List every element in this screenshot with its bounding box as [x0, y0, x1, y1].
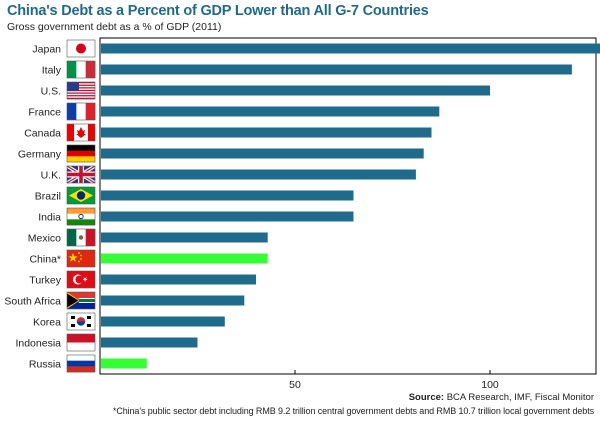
- bar-japan: [101, 43, 600, 54]
- category-label: China*: [29, 253, 61, 265]
- source-label: Source:: [408, 392, 445, 403]
- x-axis-ticks: 50100150200: [289, 370, 499, 391]
- x-tick-label: 100: [481, 379, 499, 391]
- bar-turkey: [101, 274, 256, 285]
- bar-russia: [101, 358, 147, 369]
- category-label: France: [28, 106, 61, 118]
- russia-flag-icon: [66, 354, 96, 373]
- footnote: *China's public sector debt including RM…: [112, 406, 594, 416]
- bar-germany: [101, 148, 424, 159]
- category-label: India: [38, 211, 61, 223]
- flags-group: [66, 39, 96, 373]
- indonesia-flag-icon: [66, 333, 96, 352]
- category-label: Russia: [29, 358, 61, 370]
- korea-flag-icon: [66, 312, 96, 331]
- mexico-flag-icon: [66, 228, 96, 247]
- category-label: Korea: [33, 316, 61, 328]
- category-label: Canada: [24, 127, 61, 139]
- south-africa-flag-icon: [66, 291, 96, 310]
- canada-flag-icon: [66, 123, 96, 142]
- bar-canada: [101, 127, 432, 138]
- france-flag-icon: [66, 102, 96, 121]
- category-label: Turkey: [29, 274, 61, 286]
- japan-flag-icon: [66, 39, 96, 58]
- category-label: U.K.: [41, 169, 61, 181]
- category-label: Germany: [18, 148, 62, 160]
- india-flag-icon: [66, 207, 96, 226]
- x-tick-label: 50: [289, 379, 301, 391]
- category-label: Japan: [32, 43, 61, 55]
- bar-indonesia: [101, 337, 198, 348]
- bar-france: [101, 106, 440, 117]
- bar-brazil: [101, 190, 354, 201]
- bar-india: [101, 211, 354, 222]
- bar-korea: [101, 316, 225, 327]
- uk-flag-icon: [66, 164, 96, 185]
- brazil-flag-icon: [66, 186, 96, 205]
- chart-title: China's Debt as a Percent of GDP Lower t…: [7, 3, 429, 19]
- plot-frame: [99, 37, 597, 375]
- category-label: U.S.: [41, 85, 61, 97]
- category-labels: Japan Italy U.S. France Canada Germany U.K. Bra…: [4, 43, 61, 370]
- bar-mexico: [101, 232, 268, 243]
- category-label: Indonesia: [15, 337, 61, 349]
- bar-u-s: [101, 85, 490, 96]
- bar-u-k: [101, 169, 416, 180]
- bar-south-africa: [101, 295, 245, 306]
- china-flag-icon: [66, 249, 96, 268]
- italy-flag-icon: [66, 60, 96, 79]
- bars-group: [101, 43, 600, 369]
- bar-italy: [101, 64, 572, 75]
- category-label: Italy: [42, 64, 62, 76]
- source-note: Source: BCA Research, IMF, Fiscal Monito…: [409, 392, 594, 403]
- bar-china: [101, 253, 268, 264]
- chart-subtitle: Gross government debt as a % of GDP (201…: [7, 21, 222, 33]
- category-label: Brazil: [35, 190, 61, 202]
- germany-flag-icon: [66, 144, 96, 163]
- category-label: South Africa: [4, 295, 61, 307]
- us-flag-icon: [66, 81, 96, 100]
- turkey-flag-icon: [66, 270, 96, 289]
- category-label: Mexico: [28, 232, 61, 244]
- source-text: BCA Research, IMF, Fiscal Monitor: [444, 392, 594, 403]
